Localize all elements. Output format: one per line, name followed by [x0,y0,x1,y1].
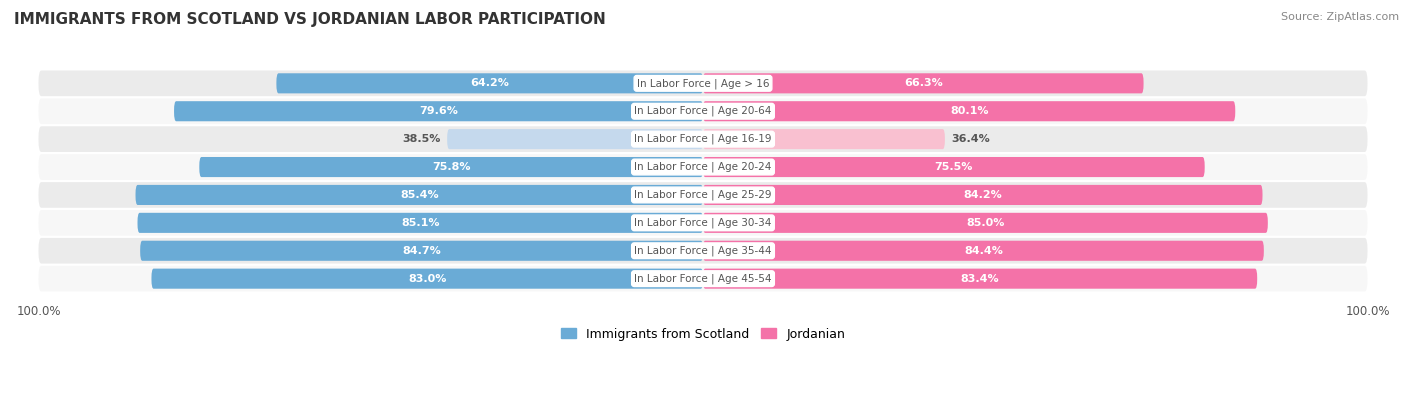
FancyBboxPatch shape [135,185,703,205]
Text: 75.5%: 75.5% [935,162,973,172]
Text: 66.3%: 66.3% [904,78,942,88]
Text: In Labor Force | Age 45-54: In Labor Force | Age 45-54 [634,273,772,284]
Text: In Labor Force | Age 16-19: In Labor Force | Age 16-19 [634,134,772,145]
FancyBboxPatch shape [277,73,703,93]
FancyBboxPatch shape [38,210,1368,236]
Text: In Labor Force | Age 30-34: In Labor Force | Age 30-34 [634,218,772,228]
Text: Source: ZipAtlas.com: Source: ZipAtlas.com [1281,12,1399,22]
FancyBboxPatch shape [38,266,1368,292]
Text: In Labor Force | Age > 16: In Labor Force | Age > 16 [637,78,769,88]
Text: In Labor Force | Age 20-64: In Labor Force | Age 20-64 [634,106,772,117]
FancyBboxPatch shape [447,129,703,149]
Text: 85.4%: 85.4% [399,190,439,200]
FancyBboxPatch shape [38,98,1368,124]
FancyBboxPatch shape [703,269,1257,289]
Text: 64.2%: 64.2% [470,78,509,88]
FancyBboxPatch shape [38,182,1368,208]
FancyBboxPatch shape [200,157,703,177]
FancyBboxPatch shape [38,126,1368,152]
FancyBboxPatch shape [703,157,1205,177]
FancyBboxPatch shape [174,101,703,121]
Text: In Labor Force | Age 20-24: In Labor Force | Age 20-24 [634,162,772,172]
Text: 79.6%: 79.6% [419,106,458,116]
FancyBboxPatch shape [141,241,703,261]
Text: 75.8%: 75.8% [432,162,471,172]
Legend: Immigrants from Scotland, Jordanian: Immigrants from Scotland, Jordanian [555,323,851,346]
FancyBboxPatch shape [38,154,1368,180]
FancyBboxPatch shape [152,269,703,289]
FancyBboxPatch shape [703,129,945,149]
Text: 38.5%: 38.5% [402,134,440,144]
FancyBboxPatch shape [703,241,1264,261]
FancyBboxPatch shape [703,73,1143,93]
FancyBboxPatch shape [38,238,1368,263]
Text: 84.4%: 84.4% [965,246,1002,256]
FancyBboxPatch shape [703,185,1263,205]
FancyBboxPatch shape [703,101,1236,121]
Text: 85.0%: 85.0% [966,218,1005,228]
Text: 80.1%: 80.1% [950,106,988,116]
Text: In Labor Force | Age 35-44: In Labor Force | Age 35-44 [634,246,772,256]
Text: In Labor Force | Age 25-29: In Labor Force | Age 25-29 [634,190,772,200]
Text: 83.0%: 83.0% [408,274,447,284]
FancyBboxPatch shape [138,213,703,233]
Text: 85.1%: 85.1% [401,218,440,228]
Text: 84.7%: 84.7% [402,246,441,256]
FancyBboxPatch shape [703,213,1268,233]
FancyBboxPatch shape [38,70,1368,96]
Text: IMMIGRANTS FROM SCOTLAND VS JORDANIAN LABOR PARTICIPATION: IMMIGRANTS FROM SCOTLAND VS JORDANIAN LA… [14,12,606,27]
Text: 36.4%: 36.4% [952,134,990,144]
Text: 83.4%: 83.4% [960,274,1000,284]
Text: 84.2%: 84.2% [963,190,1002,200]
